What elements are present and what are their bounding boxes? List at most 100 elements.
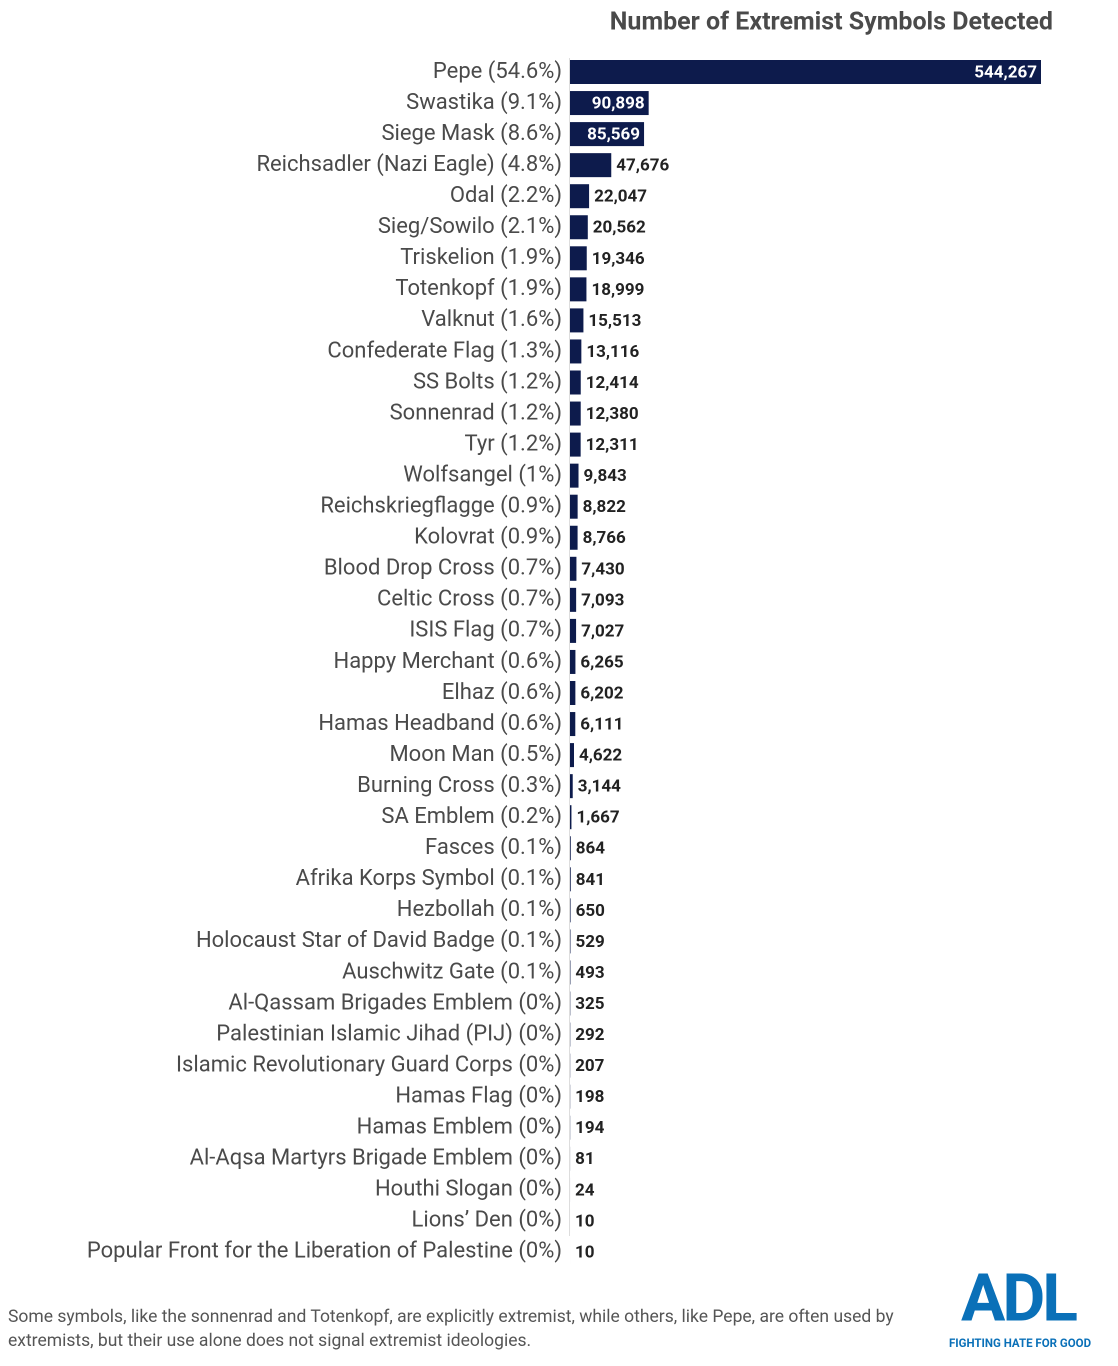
value-label: 13,116 [586,342,639,362]
category-label: Hamas Flag (0%) [395,1083,562,1108]
value-label: 85,569 [587,125,640,145]
value-label: 20,562 [593,218,646,238]
category-label: Sonnenrad (1.2%) [390,400,562,425]
category-label: Hamas Emblem (0%) [357,1115,562,1140]
bar [570,432,581,457]
bar [570,805,572,830]
bar [570,153,612,178]
category-label: Swastika (9.1%) [406,90,562,115]
bar [570,463,579,488]
bar [570,308,584,333]
category-label: Islamic Revolutionary Guard Corps (0%) [176,1052,562,1077]
footnote: Some symbols, like the sonnenrad and Tot… [8,1307,894,1351]
value-label: 493 [575,963,604,983]
bar [570,587,577,612]
value-label: 7,027 [581,621,624,641]
value-label: 7,093 [581,590,624,610]
category-label: Fasces (0.1%) [425,835,562,860]
category-label: Holocaust Star of David Badge (0.1%) [196,928,562,953]
value-label: 10 [575,1211,595,1231]
bar [570,60,1041,84]
value-label: 90,898 [592,94,645,114]
value-label: 325 [575,994,605,1014]
value-label: 544,267 [974,62,1037,82]
bar [570,774,573,799]
category-label: Wolfsangel (1%) [403,462,562,487]
category-label: Confederate Flag (1.3%) [327,338,562,363]
value-label: 529 [575,932,604,952]
bar [570,215,588,240]
value-label: 81 [575,1149,595,1169]
category-label: Afrika Korps Symbol (0.1%) [296,866,562,891]
category-label: Popular Front for the Liberation of Pale… [87,1239,562,1264]
bar [570,556,577,581]
category-label: Happy Merchant (0.6%) [334,649,562,674]
value-label: 4,622 [579,746,622,766]
value-label: 292 [575,1025,605,1045]
bar [570,836,571,861]
bar [570,649,576,674]
bar [570,525,578,550]
category-label: Reichskriegflagge (0.9%) [320,494,562,519]
value-label: 18,999 [591,280,644,300]
category-label: Al-Aqsa Martyrs Brigade Emblem (0%) [190,1146,562,1171]
category-label: Totenkopf (1.9%) [395,276,562,301]
category-label: Valknut (1.6%) [421,307,562,332]
bar [570,618,577,643]
category-label: Triskelion (1.9%) [400,245,562,270]
footnote-box: Some symbols, like the sonnenrad and Tot… [8,1307,894,1351]
value-label: 8,766 [583,528,626,548]
value-label: 194 [575,1118,605,1138]
value-label: 12,414 [586,373,639,393]
category-label: Sieg/Sowilo (2.1%) [378,214,562,239]
bar [570,184,590,209]
category-label: Kolovrat (0.9%) [414,525,562,550]
bar [570,712,576,737]
value-label: 6,111 [580,715,623,735]
category-label: Pepe (54.6%) [433,59,562,84]
logo-text: ADL [961,1260,1077,1337]
bar [570,91,649,116]
value-label: 1,667 [576,808,619,828]
value-label: 7,430 [581,559,624,579]
logo-tagline: FIGHTING HATE FOR GOOD [949,1336,1091,1350]
category-label: SA Emblem (0.2%) [381,804,562,829]
value-label: 650 [576,901,605,921]
category-label: Blood Drop Cross (0.7%) [324,556,562,581]
value-label: 19,346 [592,249,645,269]
category-label: Houthi Slogan (0%) [375,1177,562,1202]
value-label: 47,676 [616,156,669,176]
value-label: 207 [575,1056,605,1076]
category-label: SS Bolts (1.2%) [413,369,562,394]
value-label: 10 [575,1242,595,1262]
value-label: 12,380 [586,404,639,424]
value-label: 864 [576,839,606,859]
bar [570,122,645,147]
chart-title: Number of Extremist Symbols Detected [610,8,1053,37]
value-label: 24 [575,1180,595,1200]
bar [570,277,587,302]
bar [570,494,578,519]
category-label: Hamas Headband (0.6%) [318,711,562,736]
category-label: Elhaz (0.6%) [442,680,562,705]
value-label: 22,047 [594,187,647,207]
category-label: Odal (2.2%) [450,183,562,208]
category-label: Tyr (1.2%) [464,431,562,456]
bar [570,743,574,768]
bar [570,401,581,426]
value-label: 3,144 [578,777,621,797]
bar [570,681,576,705]
bar [570,339,582,364]
value-label: 15,513 [588,311,641,331]
value-label: 8,822 [583,497,626,517]
value-label: 9,843 [584,466,627,486]
value-label: 6,202 [580,683,623,703]
bar [570,898,571,923]
bar [570,246,587,271]
category-label: Palestinian Islamic Jihad (PIJ) (0%) [216,1021,562,1046]
bar [570,370,581,395]
value-label: 198 [575,1087,604,1107]
value-label: 841 [576,870,605,890]
category-label: Burning Cross (0.3%) [357,773,562,798]
